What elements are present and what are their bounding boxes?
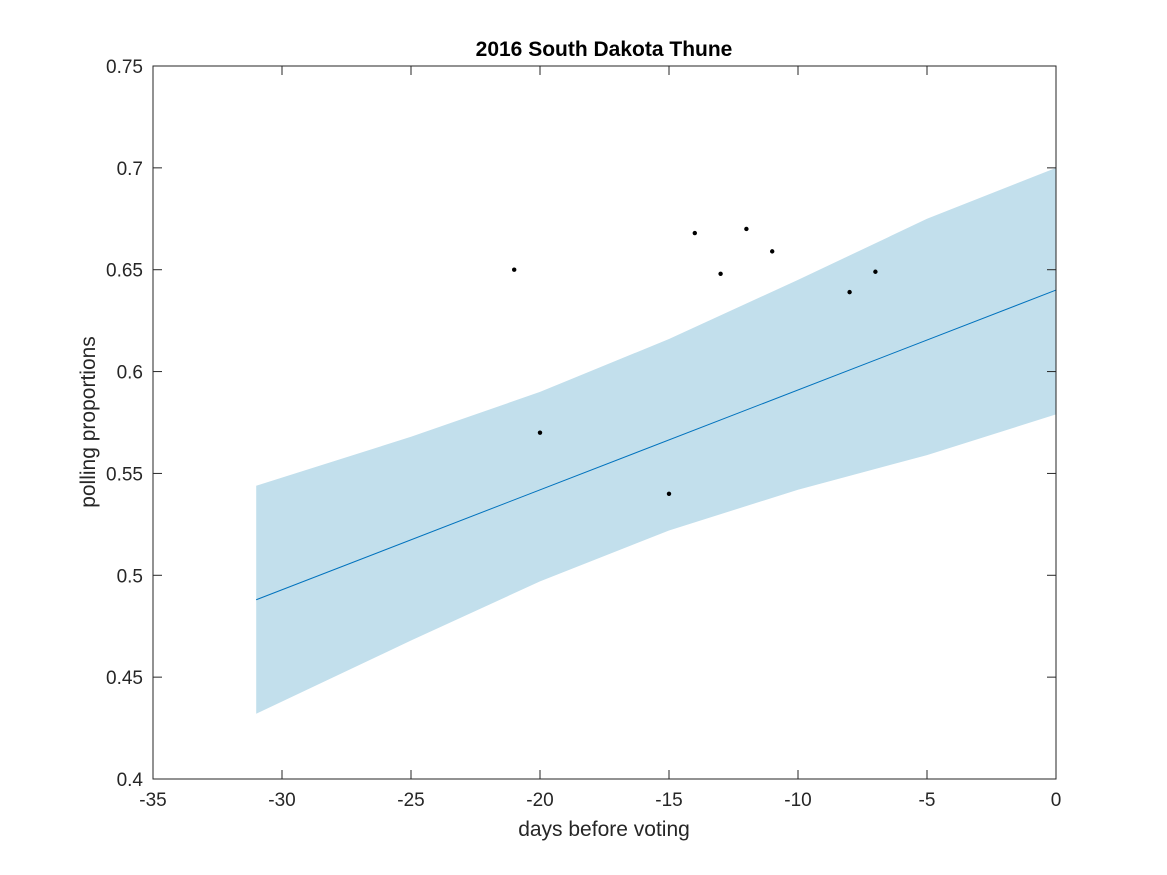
data-point (847, 289, 852, 295)
y-tick-label: 0.6 (117, 363, 143, 384)
y-tick-label: 0.5 (117, 566, 143, 587)
data-point (873, 269, 878, 274)
x-axis-label: days before voting (518, 818, 690, 841)
x-tick-label: -15 (655, 790, 682, 811)
plot-area (256, 167, 1057, 714)
data-point (744, 226, 749, 232)
confidence-band (256, 167, 1056, 714)
x-tick-label: -10 (784, 790, 811, 811)
y-axis-label: polling proportions (77, 336, 100, 508)
data-point (692, 230, 697, 236)
x-tick-label: -20 (526, 790, 553, 811)
x-tick-label: -25 (397, 790, 424, 811)
x-tick-label: 0 (1051, 790, 1062, 811)
data-point (666, 491, 672, 496)
axes: -35 -30 -25 -20 -15 -10 -5 0 0.4 0.45 0.5 0.55 0.6 0.… (106, 57, 1061, 811)
y-tick-label: 0.55 (106, 464, 143, 485)
y-tick-label: 0.45 (106, 668, 143, 689)
x-tick-label: -5 (919, 790, 936, 811)
data-point (718, 271, 723, 276)
axes-box (152, 65, 1057, 780)
data-point (770, 249, 775, 254)
y-tick-label: 0.4 (117, 770, 144, 791)
y-tick-label: 0.7 (117, 159, 143, 180)
chart-title: 2016 South Dakota Thune (476, 38, 733, 61)
y-tick-label: 0.65 (106, 261, 143, 282)
data-point (537, 430, 543, 435)
y-tick-label: 0.75 (106, 57, 143, 78)
x-tick-label: -35 (139, 790, 166, 811)
data-point (512, 267, 517, 272)
fit-line (256, 289, 1057, 601)
x-tick-label: -30 (268, 790, 295, 811)
